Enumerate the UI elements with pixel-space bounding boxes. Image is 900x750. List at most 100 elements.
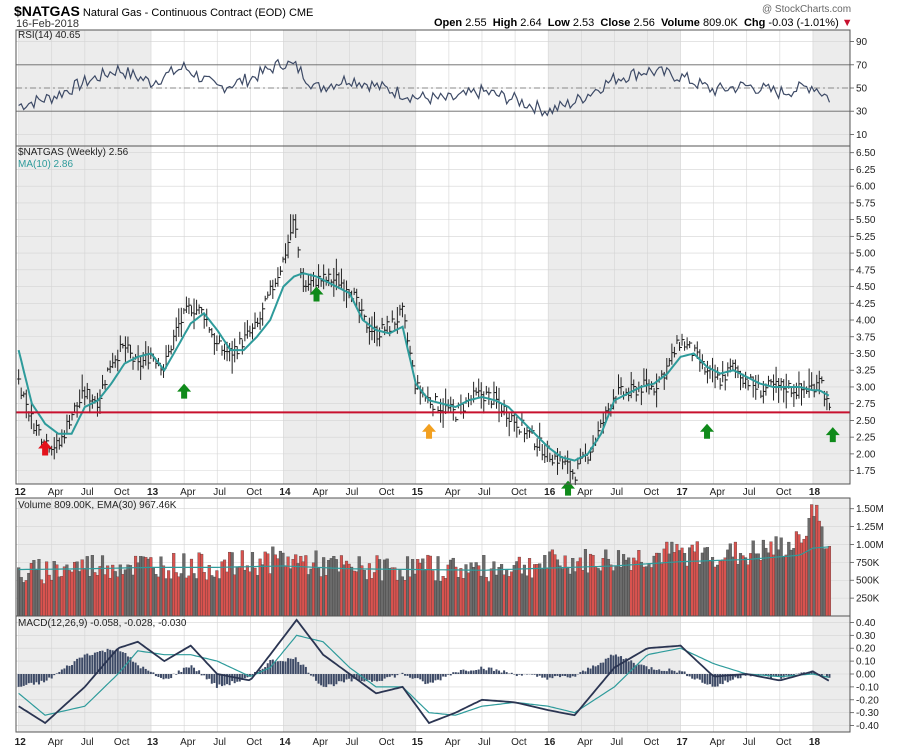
volume-bar — [299, 555, 303, 617]
macd-histogram-bar — [439, 674, 442, 681]
close-value: 2.56 — [633, 17, 655, 29]
volume-bar — [525, 575, 529, 617]
macd-histogram-bar — [498, 670, 501, 674]
volume-value: 809.0K — [702, 17, 738, 29]
macd-histogram-bar — [78, 657, 81, 674]
volume-bar — [733, 541, 737, 617]
volume-bar — [713, 566, 717, 617]
volume-bar — [182, 553, 186, 617]
macd-histogram-bar — [203, 674, 206, 676]
y-tick-label: 3.25 — [856, 366, 876, 377]
macd-histogram-bar — [424, 674, 427, 685]
y-tick-label: 1.50M — [856, 504, 884, 515]
volume-bar — [205, 579, 209, 617]
macd-histogram-bar — [210, 674, 213, 684]
macd-histogram-bar — [187, 667, 190, 674]
macd-histogram-bar — [452, 672, 455, 674]
macd-histogram-bar — [688, 674, 691, 677]
volume-bar — [609, 564, 613, 617]
y-tick-label: -0.30 — [856, 708, 879, 719]
volume-bar — [741, 555, 745, 617]
volume-bar — [398, 569, 402, 617]
x-tick-label: 14 — [279, 487, 291, 498]
volume-bar — [619, 566, 623, 617]
macd-histogram-bar — [561, 674, 564, 676]
macd-histogram-bar — [180, 671, 183, 674]
macd-histogram-bar — [414, 674, 417, 679]
volume-bar — [37, 559, 41, 617]
macd-histogram-bar — [637, 664, 640, 674]
volume-bar — [75, 561, 79, 617]
macd-histogram-bar — [475, 670, 478, 674]
macd-histogram-bar — [731, 674, 734, 680]
volume-bar — [365, 579, 369, 617]
volume-bar — [210, 575, 214, 617]
volume-bar — [688, 547, 692, 617]
y-tick-label: -0.20 — [856, 695, 879, 706]
volume-bar — [627, 557, 631, 617]
macd-histogram-bar — [505, 672, 508, 674]
volume-bar — [583, 549, 587, 617]
volume-bar — [680, 547, 684, 617]
macd-histogram-bar — [635, 664, 638, 674]
volume-bar — [19, 577, 23, 617]
volume-bar — [243, 569, 247, 617]
y-tick-label: 0.40 — [856, 618, 876, 629]
macd-histogram-bar — [241, 674, 244, 680]
volume-bar — [403, 579, 407, 617]
volume-bar — [652, 555, 656, 617]
volume-bar — [73, 561, 77, 617]
macd-histogram-bar — [772, 674, 775, 677]
macd-histogram-bar — [584, 671, 587, 674]
macd-histogram-bar — [716, 674, 719, 687]
volume-bar — [510, 571, 514, 617]
x-tick-label: Apr — [577, 487, 593, 498]
volume-label: Volume — [660, 17, 700, 29]
macd-histogram-bar — [116, 648, 119, 674]
macd-histogram-bar — [739, 674, 742, 679]
volume-bar — [777, 549, 781, 617]
volume-bar — [505, 569, 509, 617]
arrow-up-shape — [177, 383, 192, 399]
volume-bar — [172, 553, 176, 617]
volume-bar — [695, 541, 699, 617]
y-tick-label: 90 — [856, 37, 868, 48]
volume-bar — [667, 553, 671, 617]
volume-bar — [596, 568, 600, 617]
volume-bar — [192, 573, 196, 617]
volume-bar — [222, 559, 227, 617]
y-tick-label: 4.50 — [856, 282, 876, 293]
y-tick-label: 2.25 — [856, 433, 876, 444]
volume-bar — [62, 566, 66, 617]
volume-bar — [759, 560, 763, 617]
macd-histogram-bar — [485, 670, 488, 674]
volume-bar — [497, 567, 501, 617]
panel-border — [15, 145, 851, 485]
volume-bar — [675, 543, 679, 617]
volume-bar — [225, 571, 229, 617]
macd-histogram-bar — [706, 674, 709, 685]
y-tick-label: 2.50 — [856, 416, 876, 427]
macd-histogram-bar — [213, 674, 216, 684]
arrow-up-shape — [700, 423, 715, 439]
macd-histogram-bar — [531, 674, 534, 675]
volume-bar — [360, 565, 364, 617]
macd-histogram-bar — [154, 674, 157, 677]
macd-histogram-bar — [370, 674, 373, 682]
y-tick-label: 5.00 — [856, 249, 876, 260]
volume-bar — [431, 570, 435, 617]
macd-histogram-bar — [50, 674, 53, 679]
volume-bar — [50, 579, 54, 617]
macd-histogram-bar — [312, 674, 315, 677]
macd-histogram-bar — [609, 654, 612, 674]
macd-histogram-bar — [586, 667, 589, 674]
macd-histogram-bar — [668, 668, 671, 674]
macd-histogram-bar — [673, 670, 676, 674]
macd-histogram-bar — [45, 674, 48, 681]
x-tick-label: Jul — [478, 487, 491, 498]
volume-bar — [622, 554, 626, 617]
arrow-up-shape — [422, 423, 437, 439]
volume-bar — [347, 563, 351, 617]
macd-histogram-bar — [355, 674, 358, 679]
volume-bar — [268, 573, 272, 617]
